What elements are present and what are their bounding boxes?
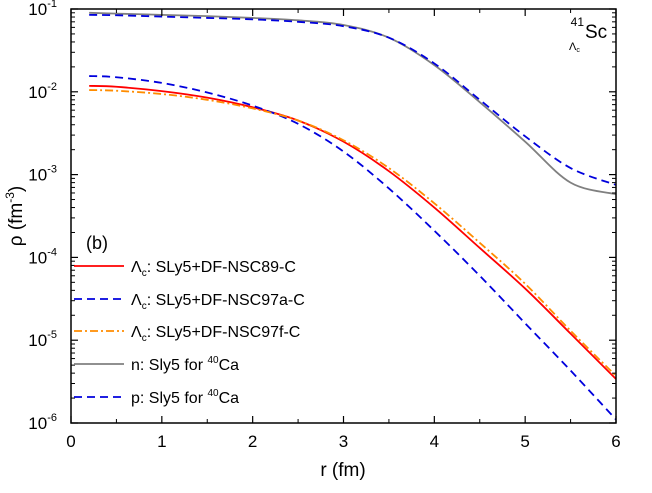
nucleus-hyperon-subscript: Λc: [569, 41, 580, 54]
series-line-3: [89, 89, 616, 377]
nucleus-mass-number: 41: [571, 15, 585, 29]
x-tick-label: 1: [157, 432, 166, 451]
x-tick-label: 2: [248, 432, 257, 451]
legend-label-prefix: p: Sly5 for: [131, 390, 207, 407]
y-tick-label: 10-2: [28, 81, 57, 102]
legend-label-suffix: Ca: [219, 390, 240, 407]
y-tick-exponent: -2: [47, 81, 57, 93]
legend-label-symbol: Λ: [131, 259, 142, 276]
legend-label-text: : SLy5+DF-NSC97a-C: [147, 292, 305, 309]
y-tick-exponent: -6: [47, 412, 57, 424]
x-tick-label: 0: [66, 432, 75, 451]
x-tick-label: 3: [339, 432, 348, 451]
legend-label: Λc: SLy5+DF-NSC97a-C: [131, 292, 305, 312]
y-axis-ticks: 10-110-210-310-410-510-6: [28, 0, 616, 433]
series-line-2: [89, 75, 616, 421]
x-axis-label: r (fm): [320, 460, 365, 481]
legend-label-subscript: c: [142, 333, 147, 344]
y-axis-label-base: ρ (fm: [6, 203, 27, 247]
y-tick-label: 10-4: [28, 246, 57, 267]
y-axis-label-close: ): [6, 186, 27, 192]
y-tick-label: 10-1: [28, 0, 57, 19]
legend-label-prefix: n: Sly5 for: [131, 357, 207, 374]
y-tick-exponent: -1: [47, 0, 57, 10]
legend-label-symbol: Λ: [131, 324, 142, 341]
series-line-1: [89, 84, 616, 380]
y-tick-base: 10: [28, 166, 47, 185]
x-tick-label: 5: [520, 432, 529, 451]
y-tick-base: 10: [28, 83, 47, 102]
x-axis-ticks: 0 1 2 3 4 5 6: [66, 9, 621, 451]
legend: Λc: SLy5+DF-NSC89-CΛc: SLy5+DF-NSC97a-CΛ…: [74, 259, 305, 407]
y-tick-base: 10: [28, 414, 47, 433]
legend-label-suffix: Ca: [219, 357, 240, 374]
panel-label: (b): [86, 233, 108, 253]
y-axis-label-exponent: -3: [3, 192, 17, 203]
x-tick-label: 4: [430, 432, 439, 451]
y-tick-label: 10-5: [28, 329, 57, 350]
legend-label: n: Sly5 for 40Ca: [131, 355, 239, 374]
legend-label-symbol: Λ: [131, 292, 142, 309]
legend-label-subscript: c: [142, 268, 147, 279]
y-tick-label: 10-6: [28, 412, 57, 433]
x-tick-label: 6: [611, 432, 620, 451]
y-tick-base: 10: [28, 248, 47, 267]
y-tick-exponent: -5: [47, 329, 57, 341]
y-tick-exponent: -4: [47, 246, 57, 258]
legend-label-superscript: 40: [207, 355, 219, 366]
series-line-5: [89, 13, 616, 186]
legend-label: Λc: SLy5+DF-NSC89-C: [131, 259, 296, 279]
nucleus-annotation: 41 Sc Λc: [569, 15, 607, 54]
y-tick-base: 10: [28, 331, 47, 350]
legend-label-text: : SLy5+DF-NSC97f-C: [147, 324, 301, 341]
y-tick-base: 10: [28, 0, 47, 19]
legend-label: Λc: SLy5+DF-NSC97f-C: [131, 324, 300, 344]
legend-label: p: Sly5 for 40Ca: [131, 388, 239, 407]
nucleus-element: Sc: [585, 22, 607, 43]
legend-label-superscript: 40: [207, 388, 219, 399]
legend-label-text: : SLy5+DF-NSC89-C: [147, 259, 296, 276]
series-line-4: [89, 11, 616, 196]
y-tick-label: 10-3: [28, 164, 57, 185]
legend-label-subscript: c: [142, 301, 147, 312]
y-axis-label: ρ (fm-3): [3, 186, 27, 247]
y-tick-exponent: -3: [47, 164, 57, 176]
